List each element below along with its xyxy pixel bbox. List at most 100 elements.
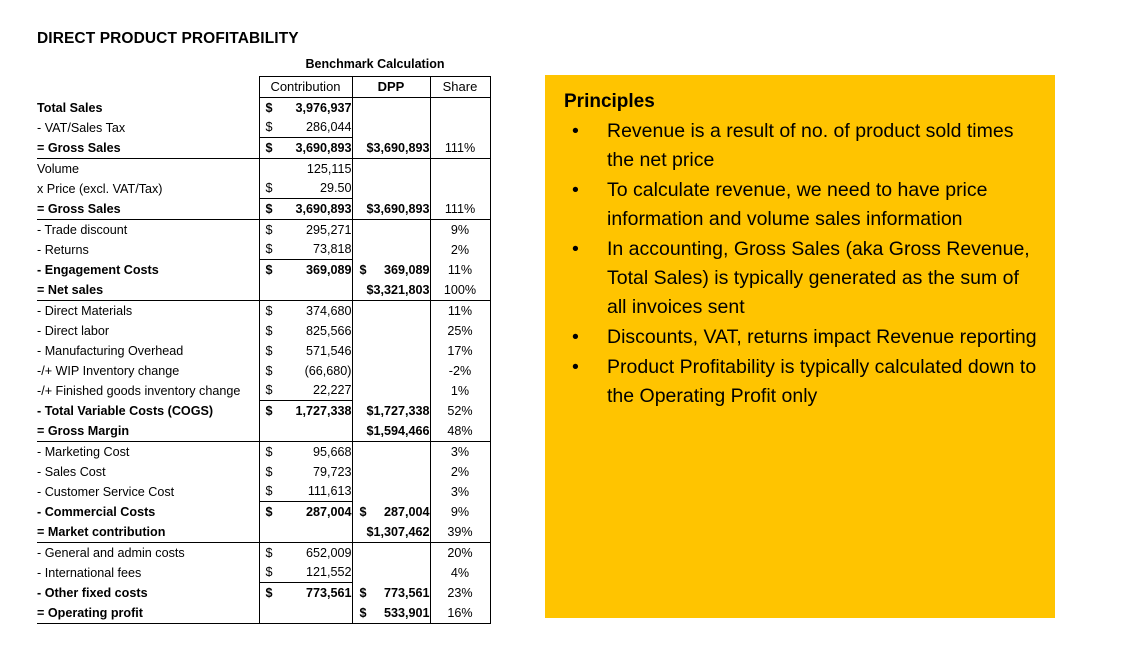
principles-panel: Principles • Revenue is a result of no. o… (545, 75, 1055, 618)
cell-dpp (351, 219, 430, 240)
cell-dpp: $3,690,893 (351, 199, 430, 220)
currency-symbol: $ (359, 606, 367, 620)
cell-dpp: $369,089 (351, 260, 430, 280)
cell-contribution (258, 421, 352, 442)
cell-dpp (351, 381, 430, 401)
row-label: - Total Variable Costs (COGS) (37, 404, 214, 418)
cell-share (429, 179, 491, 199)
row-label: - Trade discount (37, 223, 128, 237)
benchmark-calculation-caption: Benchmark Calculation (305, 57, 445, 71)
cell-share (429, 97, 491, 118)
contribution-value: 773,561 (305, 586, 352, 600)
row-label: = Gross Sales (37, 199, 259, 220)
principle-text: Revenue is a result of no. of product so… (607, 120, 1014, 171)
cell-contribution: $1,727,338 (258, 401, 352, 421)
principle-item: • Discounts, VAT, returns impact Revenue … (561, 323, 1039, 352)
contribution-value: 1,727,338 (295, 404, 352, 418)
table-row: = Gross Margin $1,594,466 48% (37, 421, 491, 442)
table-row: - Trade discount $295,271 9% (37, 219, 491, 240)
principle-text: To calculate revenue, we need to have pr… (607, 179, 988, 230)
row-label: - Customer Service Cost (37, 485, 175, 499)
currency-symbol: $ (265, 383, 273, 397)
principle-item: • In accounting, Gross Sales (aka Gross R… (561, 235, 1039, 322)
dpp-value: $3,690,893 (366, 202, 430, 216)
contribution-value: 825,566 (305, 324, 352, 338)
row-label: Volume (37, 162, 80, 176)
cell-dpp (351, 179, 430, 199)
cell-dpp: $533,901 (351, 603, 430, 624)
cell-dpp: $1,594,466 (351, 421, 430, 442)
cell-share: 9% (429, 502, 491, 522)
cell-dpp: $1,307,462 (351, 522, 430, 543)
table-row: - Customer Service Cost $111,613 3% (37, 482, 491, 502)
contribution-value: 73,818 (312, 242, 352, 256)
contribution-value: 369,089 (305, 263, 352, 277)
principle-item: • Product Profitability is typically calc… (561, 353, 1039, 411)
currency-symbol: $ (265, 242, 273, 256)
table-row: -/+ Finished goods inventory change $22,2… (37, 381, 491, 401)
cell-contribution: $22,227 (258, 381, 352, 401)
dpp-value: 369,089 (383, 263, 430, 277)
contribution-value: 121,552 (305, 565, 352, 579)
table-row: - General and admin costs $652,009 20% (37, 542, 491, 563)
column-header-contribution: Contribution (258, 76, 352, 98)
table-row: - Returns $73,818 2% (37, 240, 491, 260)
row-label: - Direct Materials (37, 304, 133, 318)
table-row: Volume 125,115 (37, 158, 491, 179)
contribution-value: 286,044 (305, 120, 352, 134)
table-row: = Gross Sales $3,690,893 $3,690,893 111% (37, 199, 491, 220)
currency-symbol: $ (265, 484, 273, 498)
table-row: -/+ WIP Inventory change $ (66,680) -2% (37, 361, 491, 381)
currency-symbol: $ (265, 465, 273, 479)
table-row: - VAT/Sales Tax $286,044 (37, 118, 491, 138)
table-header-row: Contribution DPP Share (37, 76, 491, 98)
cell-contribution: $295,271 (258, 219, 352, 240)
dpp-value: 533,901 (383, 606, 430, 620)
cell-contribution (258, 603, 352, 624)
table-row: x Price (excl. VAT/Tax) $29.50 (37, 179, 491, 199)
row-label: = Gross Sales (37, 138, 259, 159)
bullet-icon: • (572, 179, 579, 201)
cell-dpp: $773,561 (351, 583, 430, 603)
cell-contribution: $286,044 (258, 118, 352, 138)
table-row: = Market contribution $1,307,462 39% (37, 522, 491, 543)
contribution-value: 29.50 (319, 181, 352, 195)
cell-dpp (351, 462, 430, 482)
currency-symbol: $ (265, 304, 273, 318)
row-label: -/+ WIP Inventory change (37, 364, 180, 378)
contribution-value: 3,690,893 (295, 141, 352, 155)
cell-dpp: $287,004 (351, 502, 430, 522)
principle-text: In accounting, Gross Sales (aka Gross Re… (607, 238, 1030, 318)
cell-share: -2% (429, 361, 491, 381)
currency-symbol: $ (265, 120, 273, 134)
currency-symbol: $ (265, 101, 273, 115)
currency-symbol: $ (265, 324, 273, 338)
table-row: - Direct Materials $374,680 11% (37, 300, 491, 321)
cell-share (429, 118, 491, 138)
contribution-value: 95,668 (312, 445, 352, 459)
cell-share: 25% (429, 321, 491, 341)
dpp-value: $3,690,893 (366, 141, 430, 155)
cell-contribution: $3,690,893 (258, 199, 352, 220)
currency-symbol: $ (265, 505, 273, 519)
cell-dpp: $3,321,803 (351, 280, 430, 301)
cell-contribution: $111,613 (258, 482, 352, 502)
cell-contribution: $287,004 (258, 502, 352, 522)
contribution-value: 571,546 (305, 344, 352, 358)
cell-share: 11% (429, 260, 491, 280)
cell-share: 100% (429, 280, 491, 301)
contribution-value: 79,723 (312, 465, 352, 479)
cell-share: 2% (429, 240, 491, 260)
currency-symbol: $ (265, 404, 273, 418)
cell-dpp (351, 542, 430, 563)
row-label: - VAT/Sales Tax (37, 121, 126, 135)
row-label: = Operating profit (37, 603, 259, 624)
cell-contribution: $79,723 (258, 462, 352, 482)
cell-share: 52% (429, 401, 491, 421)
cell-contribution: $121,552 (258, 563, 352, 583)
cell-share: 9% (429, 219, 491, 240)
currency-symbol: $ (265, 181, 273, 195)
column-header-label (37, 77, 259, 98)
cell-dpp (351, 300, 430, 321)
dpp-value: 773,561 (383, 586, 430, 600)
